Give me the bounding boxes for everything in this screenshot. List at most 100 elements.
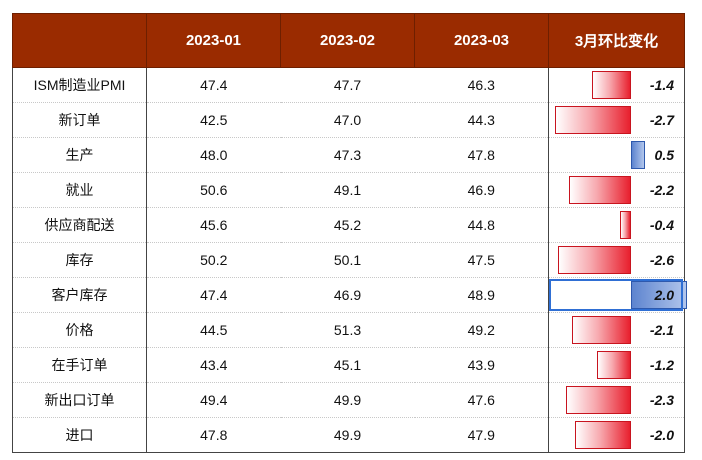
row-label: 新订单 xyxy=(12,102,147,138)
row-label: 客户库存 xyxy=(12,277,147,313)
negative-change-bar xyxy=(619,211,631,239)
change-bar-area xyxy=(549,281,688,309)
cell-change[interactable]: 2.0 xyxy=(548,277,688,313)
cell-month-3[interactable]: 46.9 xyxy=(414,172,549,208)
cell-month-3[interactable]: 47.6 xyxy=(414,382,549,418)
cell-month-1[interactable]: 47.8 xyxy=(146,417,281,453)
change-value: -2.1 xyxy=(649,322,674,338)
cell-change[interactable]: -0.4 xyxy=(548,207,685,243)
cell-month-1[interactable]: 47.4 xyxy=(146,67,281,103)
cell-month-3[interactable]: 47.8 xyxy=(414,137,549,173)
cell-change[interactable]: -2.2 xyxy=(548,172,685,208)
table-row[interactable]: 在手订单 43.4 45.1 43.9 -1.2 xyxy=(12,347,685,383)
cell-month-2[interactable]: 46.9 xyxy=(280,277,415,313)
negative-change-bar xyxy=(557,246,631,274)
change-bar-area xyxy=(549,316,631,344)
header-month-3: 2023-03 xyxy=(414,13,549,68)
cell-month-3[interactable]: 47.9 xyxy=(414,417,549,453)
change-bar-area xyxy=(549,246,631,274)
cell-month-3[interactable]: 43.9 xyxy=(414,347,549,383)
table-row[interactable]: 客户库存 47.4 46.9 48.9 2.0 xyxy=(12,277,688,313)
row-label: 库存 xyxy=(12,242,147,278)
table-row[interactable]: 新订单 42.5 47.0 44.3 -2.7 xyxy=(12,102,685,138)
change-bar-area xyxy=(549,141,646,169)
cell-month-1[interactable]: 45.6 xyxy=(146,207,281,243)
cell-change[interactable]: -2.1 xyxy=(548,312,685,348)
change-bar-area xyxy=(549,351,631,379)
change-bar-area xyxy=(549,211,631,239)
table-row[interactable]: 生产 48.0 47.3 47.8 0.5 xyxy=(12,137,685,173)
cell-month-1[interactable]: 42.5 xyxy=(146,102,281,138)
cell-month-2[interactable]: 45.1 xyxy=(280,347,415,383)
cell-change[interactable]: -2.7 xyxy=(548,102,685,138)
cell-month-1[interactable]: 48.0 xyxy=(146,137,281,173)
table-row[interactable]: 库存 50.2 50.1 47.5 -2.6 xyxy=(12,242,685,278)
pmi-table: 2023-01 2023-02 2023-03 3月环比变化 ISM制造业PMI… xyxy=(12,13,688,453)
cell-month-2[interactable]: 51.3 xyxy=(280,312,415,348)
change-value: 0.5 xyxy=(654,147,674,163)
header-month-1: 2023-01 xyxy=(146,13,281,68)
change-bar-area xyxy=(549,71,631,99)
cell-change[interactable]: -1.4 xyxy=(548,67,685,103)
header-row: 2023-01 2023-02 2023-03 3月环比变化 xyxy=(12,13,685,68)
cell-month-3[interactable]: 47.5 xyxy=(414,242,549,278)
cell-month-3[interactable]: 49.2 xyxy=(414,312,549,348)
row-label: 新出口订单 xyxy=(12,382,147,418)
pmi-table-container: 2023-01 2023-02 2023-03 3月环比变化 ISM制造业PMI… xyxy=(12,13,688,453)
change-value: 2.0 xyxy=(654,287,674,303)
positive-change-bar xyxy=(631,141,646,169)
cell-month-3[interactable]: 44.8 xyxy=(414,207,549,243)
cell-month-1[interactable]: 50.6 xyxy=(146,172,281,208)
row-label: 价格 xyxy=(12,312,147,348)
table-row[interactable]: 价格 44.5 51.3 49.2 -2.1 xyxy=(12,312,685,348)
cell-month-1[interactable]: 43.4 xyxy=(146,347,281,383)
negative-change-bar xyxy=(566,386,631,414)
table-row[interactable]: 就业 50.6 49.1 46.9 -2.2 xyxy=(12,172,685,208)
cell-month-1[interactable]: 49.4 xyxy=(146,382,281,418)
header-month-2: 2023-02 xyxy=(280,13,415,68)
cell-month-2[interactable]: 47.3 xyxy=(280,137,415,173)
cell-month-1[interactable]: 47.4 xyxy=(146,277,281,313)
row-label: 在手订单 xyxy=(12,347,147,383)
negative-change-bar xyxy=(597,351,631,379)
table-body: ISM制造业PMI 47.4 47.7 46.3 -1.4 新订单 42.5 47.0 44.3… xyxy=(12,67,688,453)
negative-change-bar xyxy=(555,106,631,134)
table-row[interactable]: 供应商配送 45.6 45.2 44.8 -0.4 xyxy=(12,207,685,243)
cell-change[interactable]: -2.0 xyxy=(548,417,685,453)
cell-change[interactable]: 0.5 xyxy=(548,137,685,173)
cell-month-3[interactable]: 48.9 xyxy=(414,277,549,313)
change-value: -1.4 xyxy=(649,77,674,93)
cell-month-2[interactable]: 47.0 xyxy=(280,102,415,138)
change-value: -2.6 xyxy=(649,252,674,268)
change-bar-area xyxy=(549,421,631,449)
change-bar-area xyxy=(549,106,631,134)
cell-change[interactable]: -2.3 xyxy=(548,382,685,418)
table-row[interactable]: 新出口订单 49.4 49.9 47.6 -2.3 xyxy=(12,382,685,418)
change-bar-area xyxy=(549,176,631,204)
change-value: -2.3 xyxy=(649,392,674,408)
cell-month-2[interactable]: 50.1 xyxy=(280,242,415,278)
cell-month-3[interactable]: 46.3 xyxy=(414,67,549,103)
change-value: -1.2 xyxy=(649,357,674,373)
row-label: 进口 xyxy=(12,417,147,453)
cell-month-2[interactable]: 45.2 xyxy=(280,207,415,243)
change-value: -0.4 xyxy=(649,217,674,233)
cell-month-2[interactable]: 49.9 xyxy=(280,382,415,418)
row-label: 生产 xyxy=(12,137,147,173)
cell-month-3[interactable]: 44.3 xyxy=(414,102,549,138)
negative-change-bar xyxy=(569,176,631,204)
change-value: -2.2 xyxy=(649,182,674,198)
cell-month-1[interactable]: 44.5 xyxy=(146,312,281,348)
table-row[interactable]: ISM制造业PMI 47.4 47.7 46.3 -1.4 xyxy=(12,67,685,103)
change-bar-area xyxy=(549,386,631,414)
cell-change[interactable]: -1.2 xyxy=(548,347,685,383)
header-change: 3月环比变化 xyxy=(548,13,685,68)
cell-month-1[interactable]: 50.2 xyxy=(146,242,281,278)
row-label: ISM制造业PMI xyxy=(12,67,147,103)
cell-month-2[interactable]: 49.1 xyxy=(280,172,415,208)
cell-month-2[interactable]: 49.9 xyxy=(280,417,415,453)
cell-month-2[interactable]: 47.7 xyxy=(280,67,415,103)
table-row[interactable]: 进口 47.8 49.9 47.9 -2.0 xyxy=(12,417,685,453)
change-value: -2.7 xyxy=(649,112,674,128)
cell-change[interactable]: -2.6 xyxy=(548,242,685,278)
